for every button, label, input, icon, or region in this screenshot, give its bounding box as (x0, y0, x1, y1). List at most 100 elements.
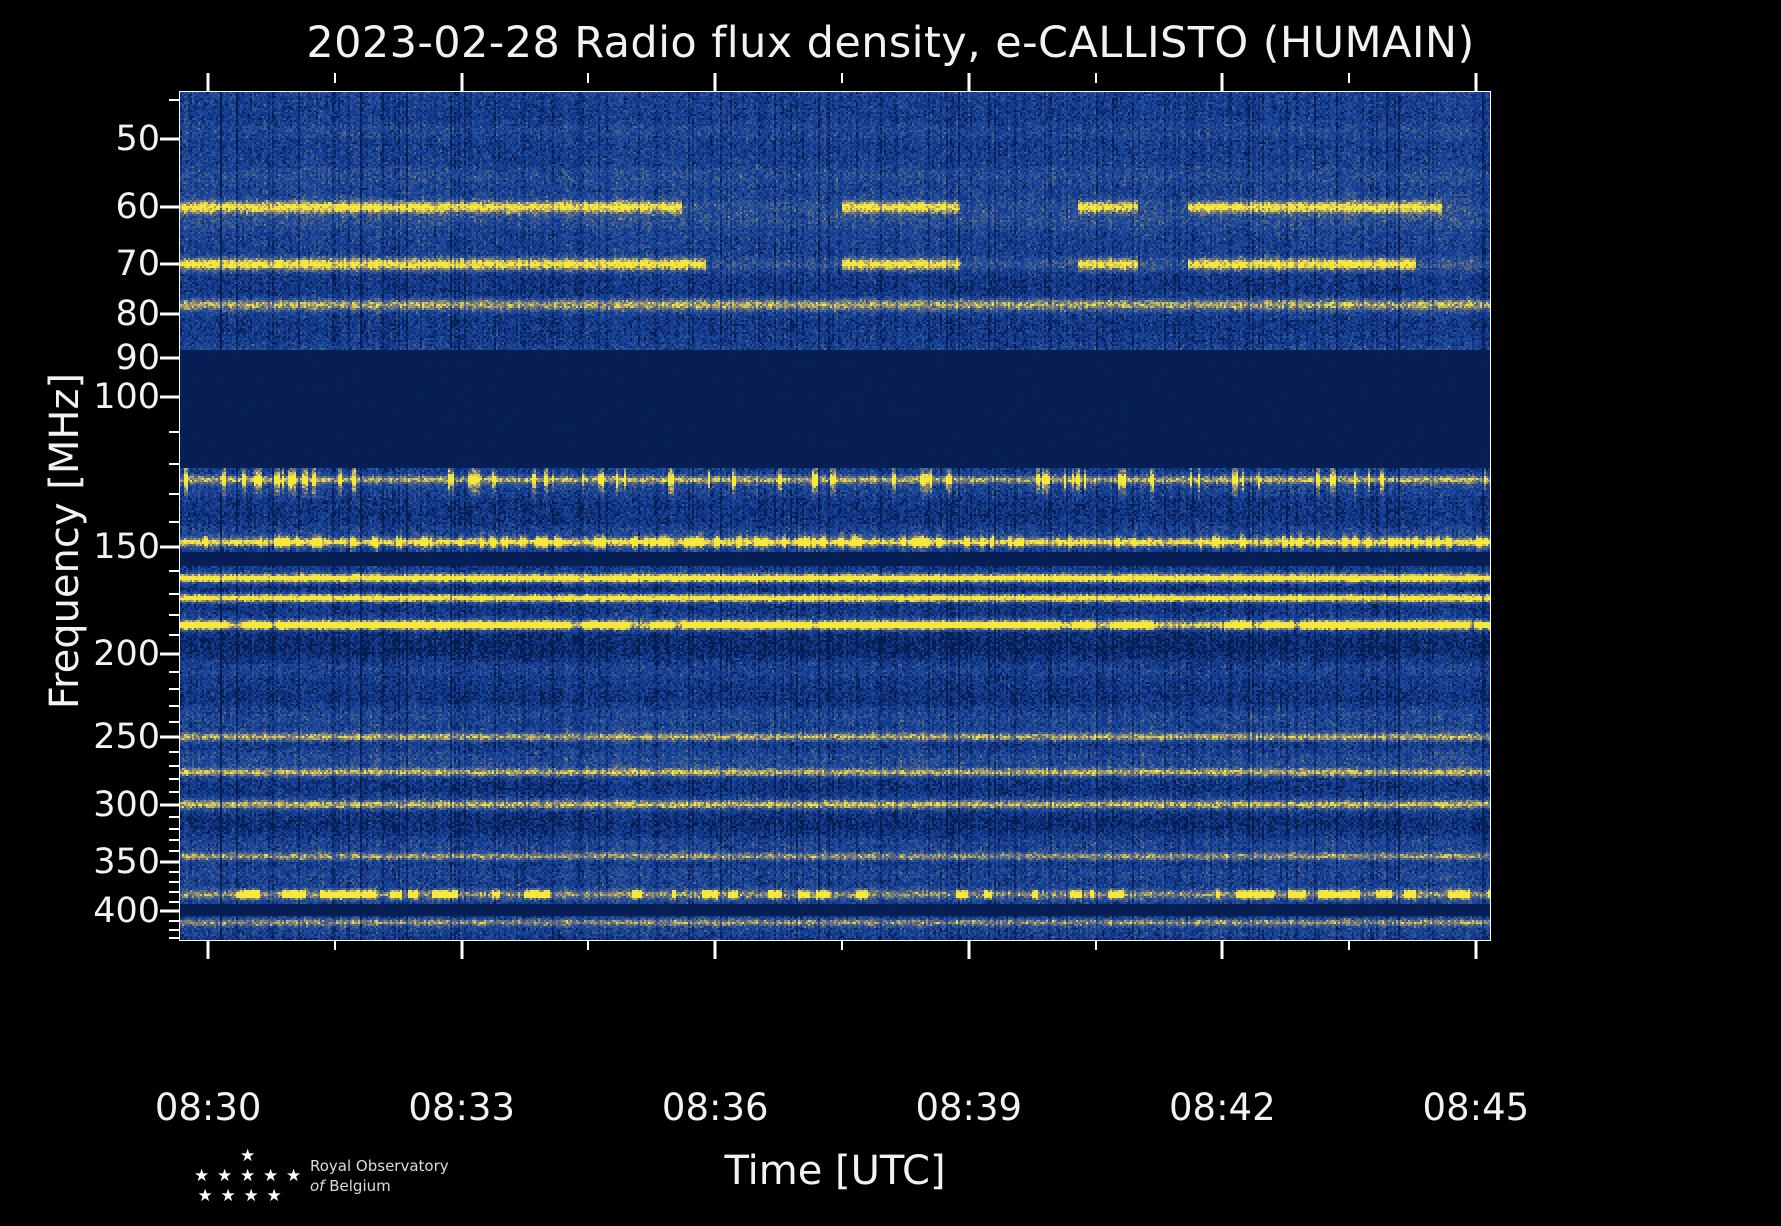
x-tick-mark (1220, 940, 1224, 959)
x-tick-mark (206, 940, 210, 959)
x-axis-label: Time [UTC] (724, 1148, 946, 1194)
spectrogram-image (180, 92, 1490, 940)
y-minor-tick-mark (169, 839, 179, 841)
star-icon: ★ (266, 1186, 282, 1206)
y-minor-tick-mark (169, 928, 179, 931)
y-minor-tick-mark (169, 891, 179, 894)
x-tick-mark (713, 940, 717, 959)
y-minor-tick-mark (169, 634, 179, 637)
y-tick-label-400: 400 (93, 891, 160, 932)
star-icon: ★ (240, 1166, 256, 1186)
page-title: 2023-02-28 Radio flux density, e-CALLIST… (306, 18, 1475, 68)
y-tick-mark (160, 395, 179, 399)
y-minor-tick-mark (169, 791, 179, 794)
y-minor-tick-mark (169, 919, 179, 922)
x-tick-label-08-39: 08:39 (915, 1086, 1023, 1129)
y-minor-tick-mark (169, 688, 179, 691)
y-tick-label-250: 250 (93, 716, 160, 757)
stars-icon: ★ ★ ★ ★ ★ ★ ★ ★ ★ ★ (188, 1148, 308, 1210)
y-minor-tick-mark (169, 463, 179, 466)
x-tick-label-08-45: 08:45 (1422, 1086, 1530, 1129)
y-tick-mark (160, 205, 179, 209)
x-tick-label-08-42: 08:42 (1169, 1086, 1276, 1129)
y-tick-label-200: 200 (93, 634, 160, 675)
y-tick-mark (160, 860, 179, 864)
logo-line-1: Royal Observatory (310, 1157, 449, 1175)
y-axis-label: Frequency [MHz] (42, 372, 88, 710)
x-tick-mark (713, 73, 717, 92)
x-tick-label-08-30: 08:30 (154, 1086, 262, 1129)
y-tick-mark (160, 652, 179, 656)
x-minor-tick-mark (587, 940, 590, 950)
x-minor-tick-mark (841, 940, 843, 950)
x-minor-tick-mark (333, 940, 336, 950)
y-minor-tick-mark (169, 750, 179, 753)
y-minor-tick-mark (169, 937, 179, 940)
x-minor-tick-mark (333, 73, 336, 83)
royal-observatory-logo: ★ ★ ★ ★ ★ ★ ★ ★ ★ ★ Royal Observatory of Belgium (188, 1148, 488, 1218)
x-minor-tick-mark (1094, 940, 1097, 950)
y-tick-label-60: 60 (115, 187, 160, 228)
y-minor-tick-mark (169, 778, 179, 781)
star-icon: ★ (243, 1186, 259, 1206)
x-tick-label-08-36: 08:36 (661, 1086, 769, 1129)
x-minor-tick-mark (1348, 940, 1351, 950)
y-tick-mark (160, 735, 179, 739)
y-tick-mark (160, 909, 179, 913)
x-tick-mark (1474, 940, 1478, 959)
star-icon: ★ (197, 1186, 213, 1206)
logo-line-2: of Belgium (310, 1176, 500, 1196)
star-icon: ★ (240, 1146, 256, 1166)
y-minor-tick-mark (169, 671, 179, 674)
y-tick-label-150: 150 (93, 527, 160, 568)
y-minor-tick-mark (169, 827, 179, 830)
x-tick-mark (206, 73, 210, 92)
y-minor-tick-mark (169, 881, 179, 884)
y-minor-tick-mark (169, 720, 179, 723)
x-tick-mark (460, 73, 464, 92)
y-minor-tick-mark (169, 871, 179, 874)
y-tick-mark (160, 312, 179, 316)
y-tick-mark (160, 545, 179, 549)
y-tick-label-300: 300 (93, 784, 160, 825)
y-tick-mark (160, 356, 179, 360)
star-icon: ★ (194, 1166, 210, 1186)
y-minor-tick-mark (169, 493, 179, 496)
y-minor-tick-mark (169, 570, 179, 573)
star-icon: ★ (217, 1166, 233, 1186)
x-minor-tick-mark (841, 73, 843, 83)
x-tick-mark (1474, 73, 1478, 92)
y-tick-mark (160, 262, 179, 266)
y-tick-label-350: 350 (93, 841, 160, 882)
y-minor-tick-mark (169, 704, 179, 707)
star-icon: ★ (263, 1166, 279, 1186)
x-tick-mark (460, 940, 464, 959)
y-minor-tick-mark (169, 764, 179, 767)
y-minor-tick-mark (169, 850, 179, 853)
x-minor-tick-mark (587, 73, 590, 83)
y-tick-mark (160, 137, 179, 141)
y-tick-label-70: 70 (115, 244, 160, 285)
logo-text: Royal Observatory of Belgium (310, 1156, 500, 1196)
y-tick-label-50: 50 (115, 119, 160, 160)
y-minor-tick-mark (169, 592, 179, 595)
logo-of: of (310, 1177, 325, 1195)
y-tick-label-100: 100 (93, 376, 160, 417)
y-tick-label-90: 90 (115, 337, 160, 378)
x-tick-label-08-33: 08:33 (408, 1086, 516, 1129)
y-minor-tick-mark (169, 99, 179, 102)
y-minor-tick-mark (169, 431, 179, 434)
x-minor-tick-mark (1348, 73, 1351, 83)
x-tick-mark (967, 73, 971, 92)
x-minor-tick-mark (1094, 73, 1097, 83)
x-tick-mark (1220, 73, 1224, 92)
y-minor-tick-mark (169, 815, 179, 818)
y-minor-tick-mark (169, 613, 179, 616)
y-minor-tick-mark (169, 520, 179, 523)
y-tick-mark (160, 803, 179, 807)
y-minor-tick-mark (169, 901, 179, 904)
star-icon: ★ (220, 1186, 236, 1206)
logo-belgium: Belgium (329, 1177, 391, 1195)
spectrogram-plot[interactable] (180, 92, 1490, 940)
